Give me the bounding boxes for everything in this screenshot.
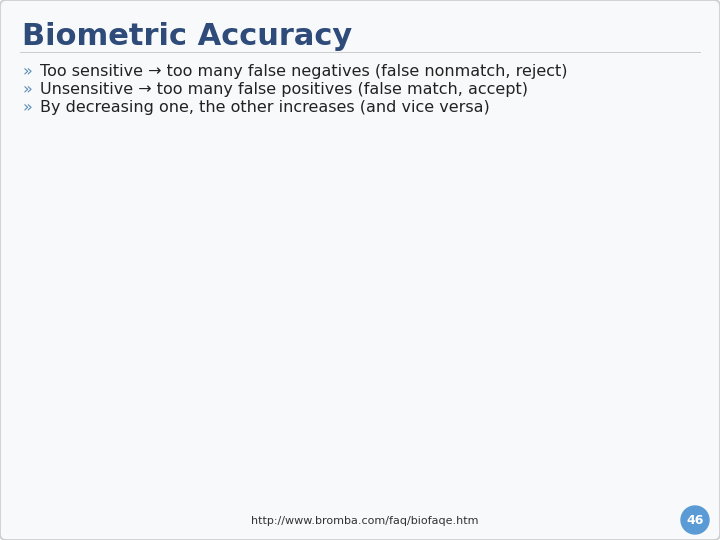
Text: Probability
density function: Probability density function — [24, 280, 81, 293]
Y-axis label: Frequency: Frequency — [443, 175, 449, 211]
Text: Genuines: Genuines — [606, 241, 639, 247]
Text: decision
threshold (t): decision threshold (t) — [194, 269, 238, 282]
Text: false
nonmatch
possible: false nonmatch possible — [100, 426, 135, 446]
Text: imposter
profile: imposter profile — [94, 314, 151, 349]
Text: average matching
value of imposter: average matching value of imposter — [128, 507, 186, 518]
Text: profile of
genuine user: profile of genuine user — [262, 314, 336, 349]
X-axis label: Threshold: Threshold — [561, 434, 595, 440]
Text: Impostors: Impostors — [513, 160, 547, 166]
Text: 46: 46 — [686, 514, 703, 526]
Circle shape — [681, 506, 709, 534]
Text: By decreasing one, the other increases (and vice versa): By decreasing one, the other increases (… — [40, 100, 490, 115]
Text: »: » — [22, 64, 32, 79]
Text: FAR: FAR — [460, 316, 474, 325]
Text: average matching
value of genuine user: average matching value of genuine user — [222, 507, 291, 518]
Text: false
match
possible: false match possible — [307, 426, 336, 446]
Text: Unsensitive → too many false positives (false match, accept): Unsensitive → too many false positives (… — [40, 82, 528, 97]
Title: Genuine · Impostor  Frequency Diagram: Genuine · Impostor Frequency Diagram — [508, 117, 647, 123]
Text: »: » — [22, 100, 32, 115]
Text: http://www.bromba.com/faq/biofaqe.htm: http://www.bromba.com/faq/biofaqe.htm — [251, 516, 479, 526]
X-axis label: Score: Score — [568, 264, 588, 269]
Text: Biometric Accuracy: Biometric Accuracy — [22, 22, 352, 51]
Text: Matching score (s): Matching score (s) — [359, 509, 424, 516]
Text: »: » — [22, 82, 32, 97]
Text: Too sensitive → too many false negatives (false nonmatch, reject): Too sensitive → too many false negatives… — [40, 64, 567, 79]
Text: FRR: FRR — [634, 316, 649, 325]
